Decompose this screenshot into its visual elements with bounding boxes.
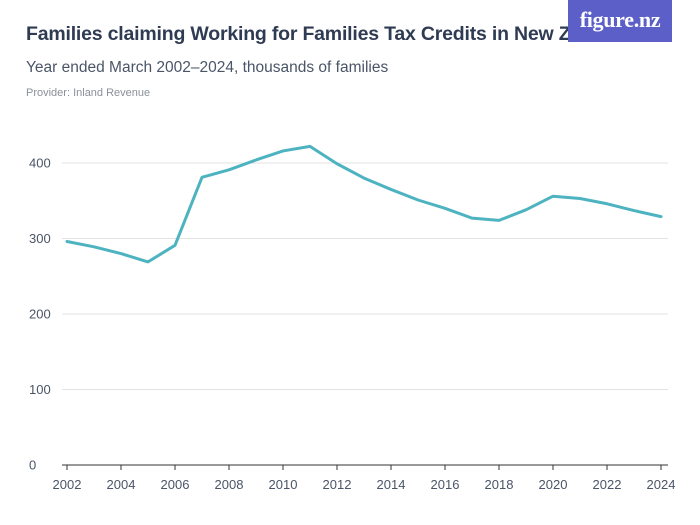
y-tick-label-400: 400 [29, 156, 51, 171]
y-tick-label-300: 300 [29, 231, 51, 246]
x-tick-label-2014: 2014 [377, 477, 406, 492]
x-tick-label-2018: 2018 [485, 477, 514, 492]
x-tick-label-2022: 2022 [593, 477, 622, 492]
figure-nz-logo[interactable]: figure.nz [568, 0, 672, 42]
y-tick-label-100: 100 [29, 382, 51, 397]
data-series-line [65, 144, 663, 264]
y-tick-label-200: 200 [29, 307, 51, 322]
x-tick-label-2006: 2006 [161, 477, 190, 492]
x-tick-label-2004: 2004 [107, 477, 136, 492]
y-tick-label-0: 0 [29, 458, 36, 473]
x-tick-label-2008: 2008 [215, 477, 244, 492]
x-tick-label-2016: 2016 [431, 477, 460, 492]
x-tick-label-2012: 2012 [323, 477, 352, 492]
x-tick-label-2010: 2010 [269, 477, 298, 492]
x-tick-label-2002: 2002 [53, 477, 82, 492]
data-provider: Provider: Inland Revenue [26, 87, 151, 99]
x-tick-label-2020: 2020 [539, 477, 568, 492]
chart-title: Families claiming Working for Families T… [26, 23, 632, 45]
chart-subtitle: Year ended March 2002–2024, thousands of… [26, 59, 389, 76]
x-tick-label-2024: 2024 [647, 477, 676, 492]
